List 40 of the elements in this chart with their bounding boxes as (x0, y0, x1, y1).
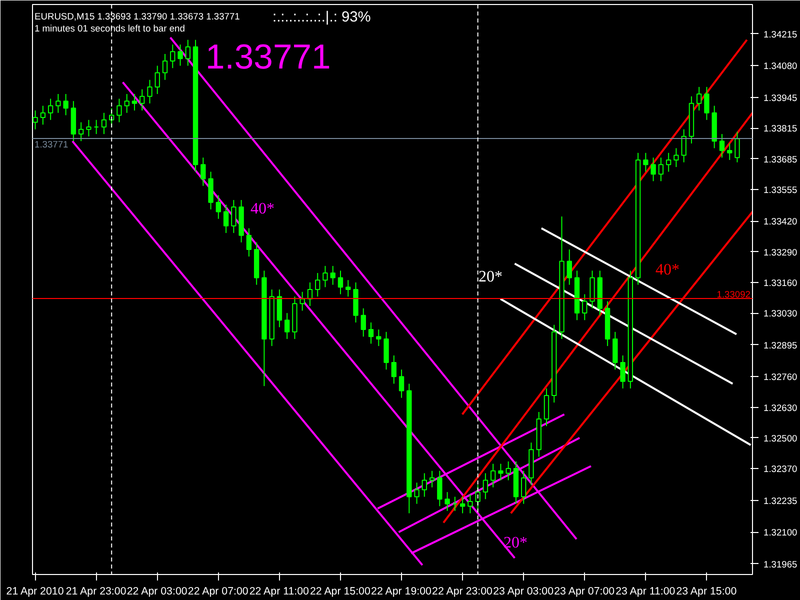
y-tick-label: 1.32100 (764, 528, 798, 538)
y-tick-label: 1.32760 (764, 372, 798, 382)
text: 1 minutes 01 seconds left to bar end (34, 24, 185, 34)
annotation: 40* (250, 200, 274, 218)
y-tick-label: 1.33420 (764, 216, 798, 227)
x-tick-label: 22 Apr 15:00 (310, 586, 370, 598)
y-tick-label: 1.33815 (764, 124, 798, 134)
annotation: 20* (504, 534, 528, 552)
x-tick-label: 22 Apr 03:00 (126, 586, 188, 598)
annotation: 40* (656, 262, 680, 278)
y-tick-label: 1.34215 (764, 29, 798, 40)
x-tick-label: 23 Apr 11:00 (616, 586, 676, 598)
x-tick-label: 22 Apr 07:00 (188, 586, 248, 598)
text: EURUSD,M15 1.33693 1.33790 1.33673 1.33771 (34, 12, 240, 22)
x-tick-label: 21 Apr 23:00 (66, 586, 126, 598)
y-tick-label: 1.34080 (764, 61, 798, 72)
y-tick-label: 1.33945 (764, 93, 798, 104)
y-tick-label: 1.33685 (764, 154, 798, 164)
y-tick-label: 1.32630 (764, 402, 798, 413)
y-tick-label: 1.32235 (764, 496, 798, 506)
x-tick-label: 22 Apr 19:00 (371, 586, 432, 598)
ref-line-label: 1.33771 (34, 140, 68, 150)
ref-line-label: 1.33092 (716, 289, 751, 300)
x-tick-label: 23 Apr 07:00 (554, 586, 615, 598)
x-tick-label: 22 Apr 23:00 (432, 586, 493, 598)
y-tick-label: 1.33030 (764, 308, 798, 319)
y-tick-label: 1.33160 (764, 278, 798, 288)
y-tick-label: 1.32500 (764, 433, 798, 444)
x-tick-label: 21 Apr 2010 (6, 586, 64, 598)
annotation: :.:..:..:..:.|.: 93% (272, 10, 371, 26)
y-tick-label: 1.33555 (764, 184, 798, 195)
y-tick-label: 1.32370 (764, 464, 798, 474)
annotation: 20* (478, 268, 502, 286)
x-tick-label: 22 Apr 11:00 (249, 586, 310, 598)
y-tick-label: 1.32895 (764, 340, 798, 350)
x-tick-label: 23 Apr 15:00 (676, 586, 737, 598)
y-tick-label: 1.33290 (764, 247, 798, 258)
annotation: 1.33771 (206, 38, 331, 76)
x-tick-label: 23 Apr 03:00 (493, 586, 554, 598)
y-tick-label: 1.31965 (764, 559, 798, 570)
